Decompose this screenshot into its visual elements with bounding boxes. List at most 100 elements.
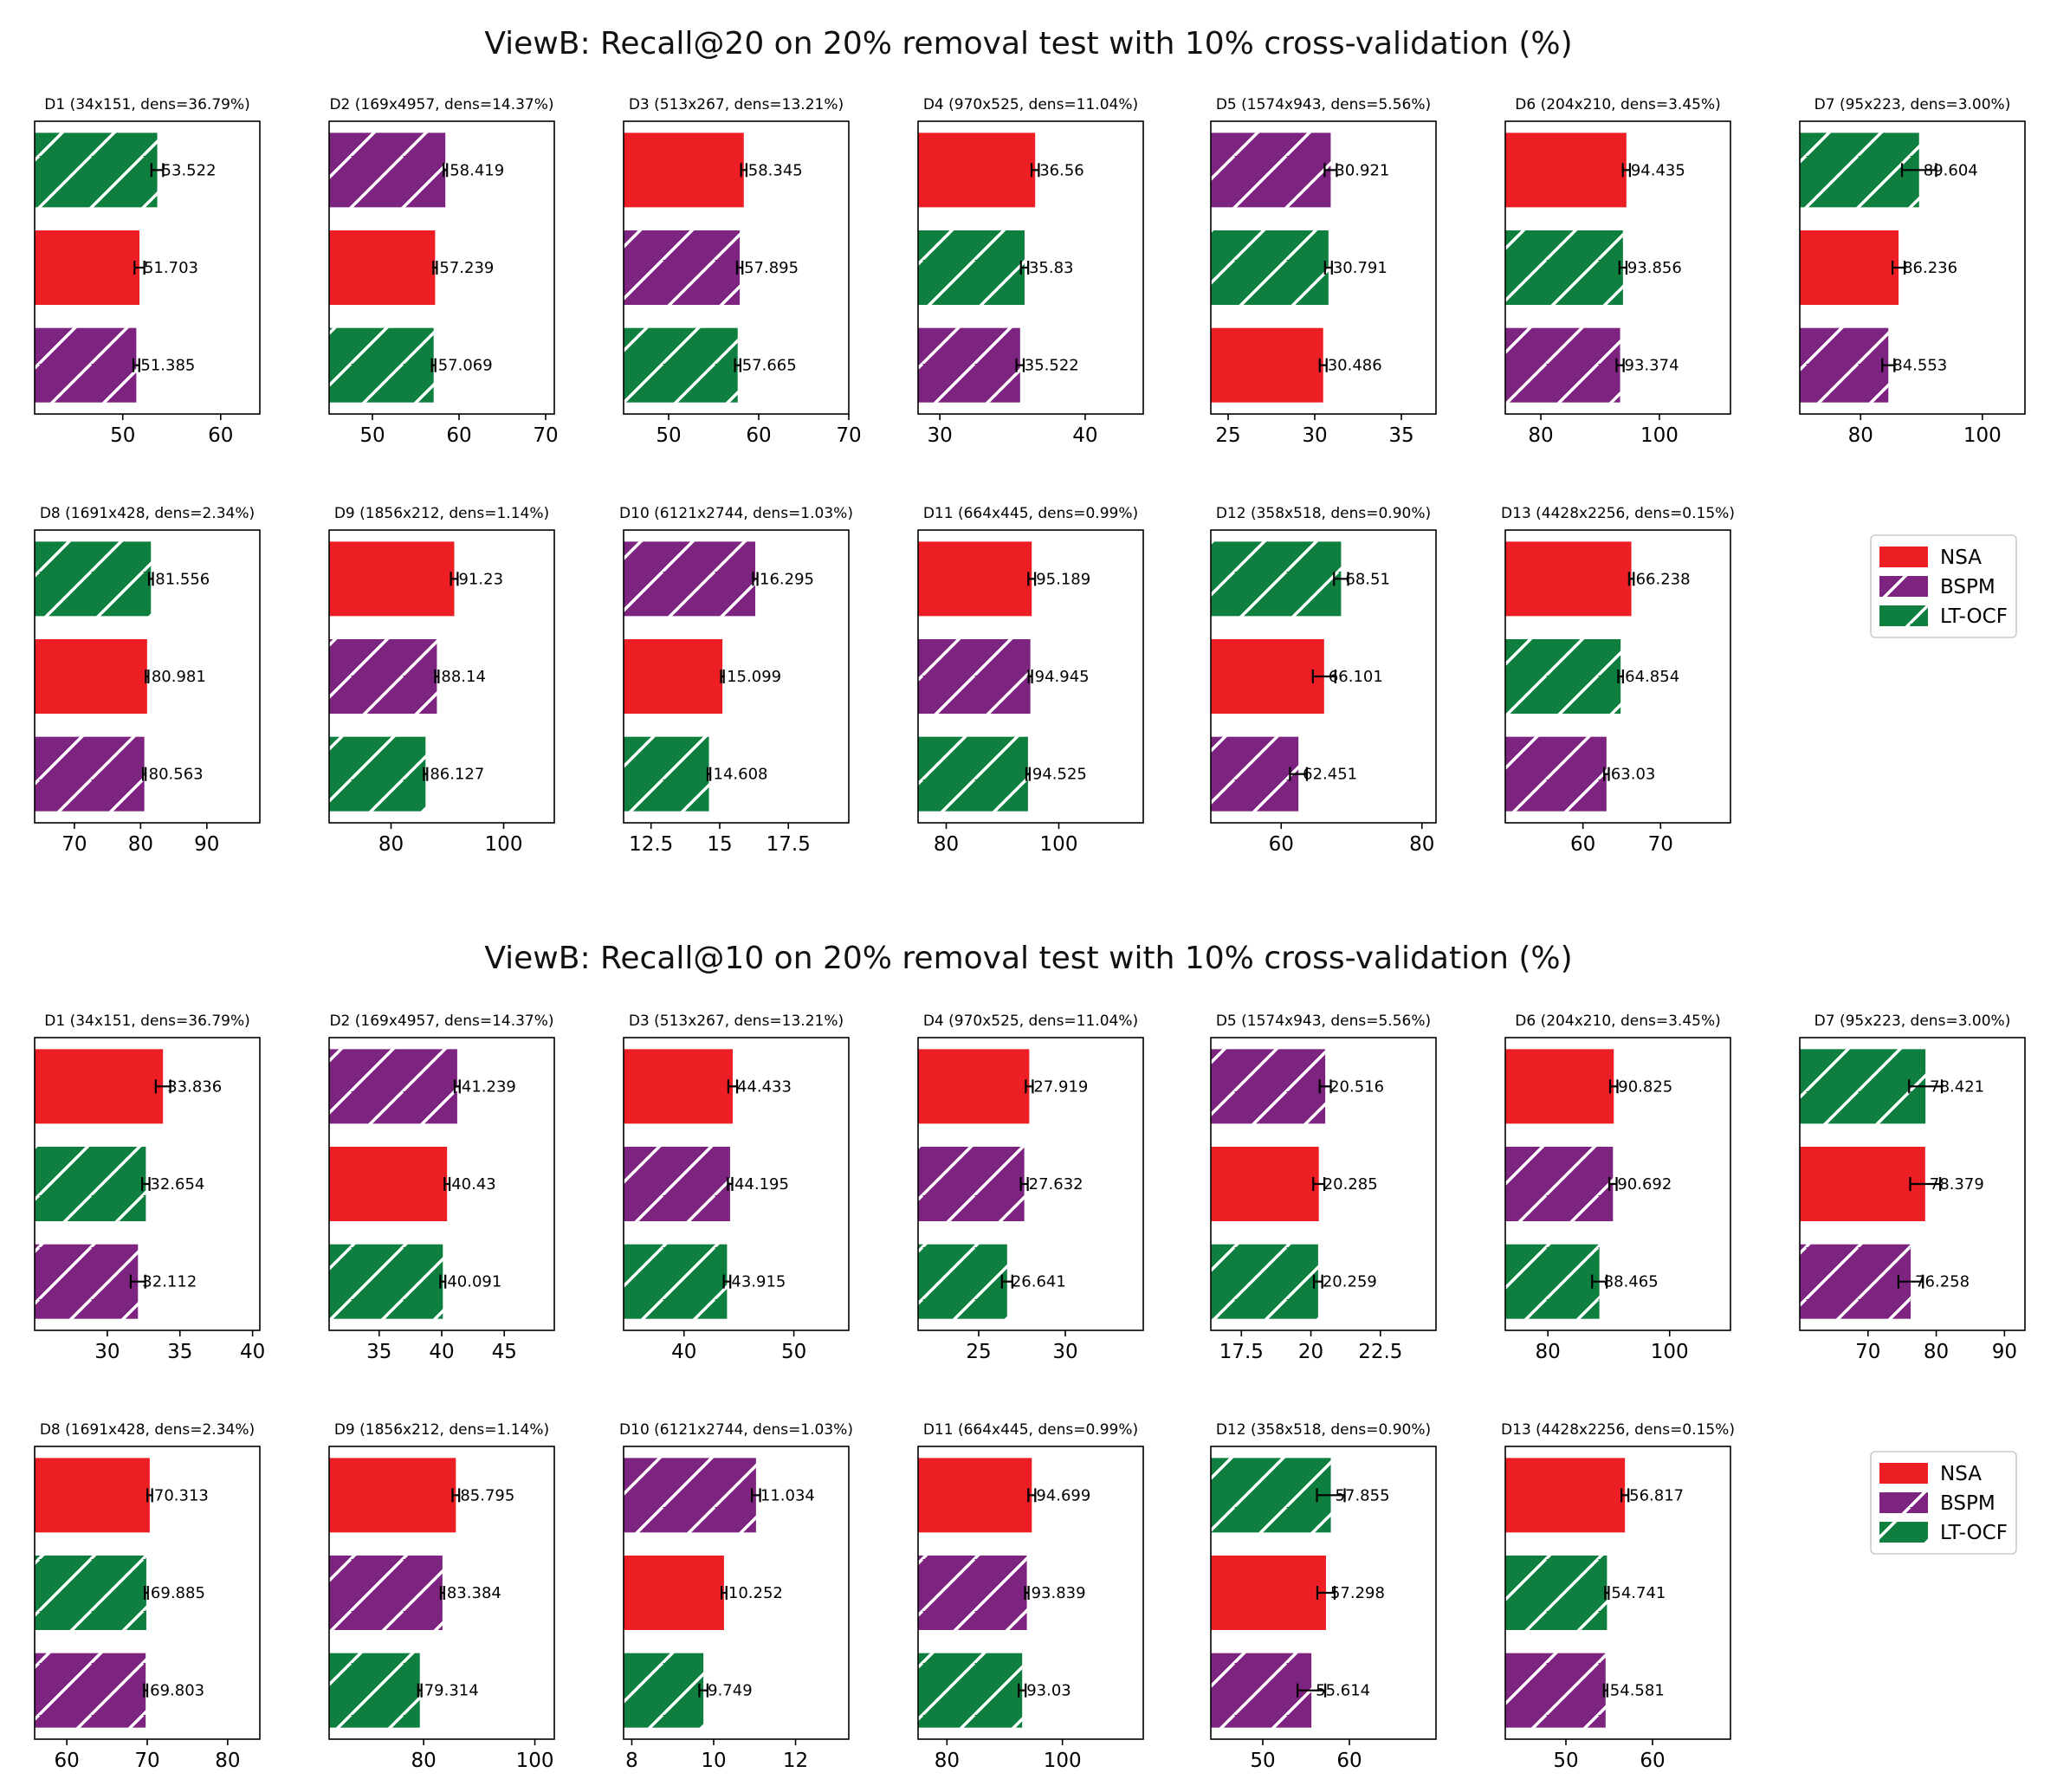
x-tick-label: 40: [1072, 424, 1097, 447]
bar-lt-ocf: [1505, 1556, 1607, 1630]
x-tick-label: 30: [928, 424, 953, 447]
value-label: 94.699: [1036, 1486, 1090, 1504]
bar-nsa: [35, 1458, 150, 1533]
value-label: 93.856: [1627, 259, 1682, 277]
panel-title: D10 (6121x2744, dens=1.03%): [619, 1421, 853, 1439]
value-label: 30.486: [1328, 357, 1382, 375]
panel-title: D8 (1691x428, dens=2.34%): [40, 505, 255, 522]
panel-title: D5 (1574x943, dens=5.56%): [1216, 1012, 1431, 1030]
value-label: 94.435: [1631, 161, 1685, 179]
bar-bspm: [1211, 1653, 1312, 1728]
bar-bspm: [918, 1556, 1027, 1630]
bar-lt-ocf: [35, 1556, 146, 1630]
panel-title: D12 (358x518, dens=0.90%): [1216, 1421, 1431, 1439]
bar-bspm: [1505, 736, 1607, 812]
panel-title: D4 (970x525, dens=11.04%): [923, 1012, 1138, 1030]
value-label: 16.295: [760, 570, 814, 588]
value-label: 51.703: [144, 259, 198, 277]
legend-swatch-bspm: [1879, 1492, 1928, 1513]
value-label: 20.259: [1323, 1273, 1377, 1291]
value-label: 80.563: [149, 766, 204, 784]
panel-title: D3 (513x267, dens=13.21%): [629, 1012, 844, 1030]
x-tick-label: 80: [1924, 1341, 1949, 1363]
x-tick-label: 100: [1044, 1750, 1082, 1772]
bar-bspm: [624, 1147, 730, 1221]
bar-lt-ocf: [1211, 541, 1342, 617]
bar-lt-ocf: [1505, 639, 1621, 714]
bar-nsa: [35, 639, 147, 714]
bar-bspm: [624, 1458, 756, 1533]
value-label: 27.919: [1033, 1077, 1088, 1096]
panel-title: D1 (34x151, dens=36.79%): [44, 96, 249, 113]
x-tick-label: 25: [966, 1341, 991, 1363]
panel-title: D9 (1856x212, dens=1.14%): [334, 1421, 549, 1439]
value-label: 57.855: [1336, 1486, 1390, 1504]
x-tick-label: 60: [446, 424, 471, 447]
bar-lt-ocf: [624, 327, 738, 403]
bar-bspm: [35, 1653, 146, 1728]
x-tick-label: 60: [208, 424, 233, 447]
value-label: 78.421: [1930, 1077, 1984, 1096]
x-tick-label: 80: [1536, 1341, 1561, 1363]
x-tick-label: 70: [533, 424, 558, 447]
value-label: 85.795: [460, 1486, 514, 1504]
bar-bspm: [918, 327, 1020, 403]
panel-d2-fig2: D2 (169x4957, dens=14.37%) 41.239 40.43 40.…: [328, 1012, 555, 1363]
bar-lt-ocf: [35, 1147, 146, 1221]
panel-frame: [1504, 1037, 1731, 1331]
bar-lt-ocf: [35, 133, 158, 208]
value-label: 44.433: [737, 1077, 792, 1096]
panel-d1-fig1: D1 (34x151, dens=36.79%) 53.522 51.703 51.3…: [34, 96, 261, 447]
bar-lt-ocf: [35, 541, 152, 617]
value-label: 35.83: [1029, 259, 1074, 277]
value-label: 40.43: [451, 1175, 496, 1194]
x-tick-label: 100: [1651, 1341, 1689, 1363]
bar-nsa: [624, 1556, 724, 1630]
panel-d10-fig2: D10 (6121x2744, dens=1.03%) 11.034 10.252 9…: [619, 1421, 853, 1772]
x-tick-label: 80: [1528, 424, 1553, 447]
x-tick-label: 45: [492, 1341, 517, 1363]
bar-nsa: [918, 1049, 1030, 1124]
legend: NSA BSPM LT-OCF: [1870, 1451, 2017, 1555]
value-label: 30.791: [1333, 259, 1388, 277]
bar-bspm: [329, 1049, 457, 1124]
panel-frame: [1504, 529, 1731, 824]
value-label: 69.885: [151, 1584, 205, 1602]
panel-title: D11 (664x445, dens=0.99%): [923, 1421, 1138, 1439]
bar-lt-ocf: [918, 1244, 1007, 1319]
bar-nsa: [1505, 1458, 1626, 1533]
bar-bspm: [1505, 1147, 1614, 1221]
value-label: 86.236: [1903, 259, 1957, 277]
x-tick-label: 60: [746, 424, 771, 447]
panel-d9-fig2: D9 (1856x212, dens=1.14%) 85.795 83.384 79.…: [328, 1421, 555, 1772]
x-tick-label: 70: [1855, 1341, 1880, 1363]
value-label: 36.56: [1039, 161, 1084, 179]
value-label: 30.921: [1335, 161, 1389, 179]
legend-swatch-lt-ocf: [1879, 1522, 1928, 1543]
panel-title: D2 (169x4957, dens=14.37%): [329, 1012, 553, 1030]
x-tick-label: 30: [94, 1341, 120, 1363]
x-tick-label: 60: [1640, 1750, 1665, 1772]
x-tick-label: 40: [429, 1341, 454, 1363]
value-label: 33.836: [167, 1077, 222, 1096]
value-label: 62.451: [1303, 766, 1357, 784]
panel-d12-fig1: D12 (358x518, dens=0.90%) 68.51 66.101 62.4…: [1210, 505, 1437, 856]
panel-d7-fig2: D7 (95x223, dens=3.00%) 78.421 78.379 76.25…: [1799, 1012, 2026, 1363]
panel-d1-fig2: D1 (34x151, dens=36.79%) 33.836 32.654 32.1…: [34, 1012, 265, 1363]
bar-nsa: [624, 1049, 733, 1124]
value-label: 63.03: [1611, 766, 1656, 784]
legend-label-lt-ocf: LT-OCF: [1940, 605, 2008, 628]
value-label: 69.803: [150, 1682, 204, 1700]
panel-title: D11 (664x445, dens=0.99%): [923, 505, 1138, 522]
panel-d4-fig1: D4 (970x525, dens=11.04%) 36.56 35.83 35.52…: [917, 96, 1144, 447]
panel-frame: [34, 1037, 261, 1331]
panel-d11-fig2: D11 (664x445, dens=0.99%) 94.699 93.839 93.…: [917, 1421, 1144, 1772]
value-label: 58.419: [450, 161, 504, 179]
x-tick-label: 20: [1298, 1341, 1323, 1363]
panel-frame: [623, 529, 850, 824]
x-tick-label: 70: [1648, 833, 1673, 856]
panel-frame: [917, 1037, 1144, 1331]
panel-frame: [34, 529, 261, 824]
bar-nsa: [624, 639, 723, 714]
value-label: 57.895: [744, 259, 799, 277]
